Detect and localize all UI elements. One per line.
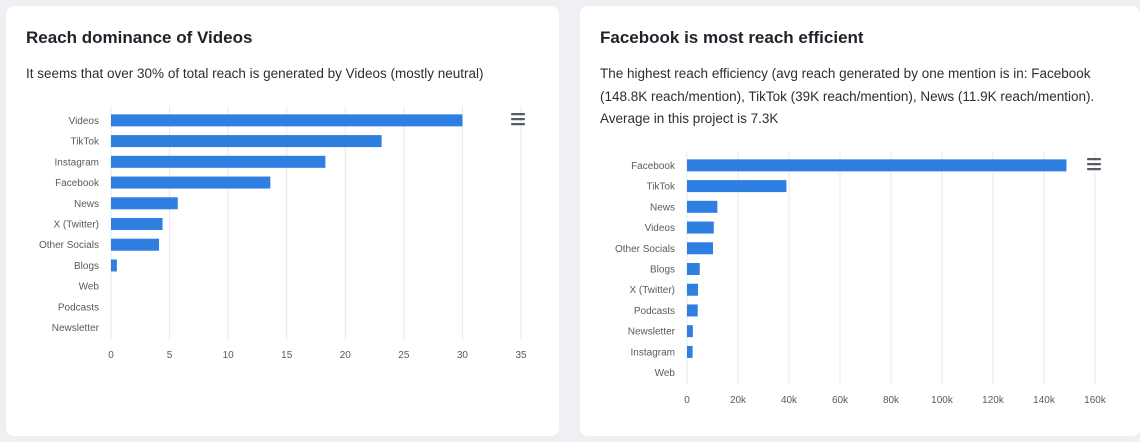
bar-blogs[interactable] xyxy=(111,259,117,272)
reach-efficiency-card: Facebook is most reach efficient The hig… xyxy=(580,6,1140,436)
x-tick-label: 35 xyxy=(515,350,527,361)
category-label: Web xyxy=(79,282,100,293)
category-label: Newsletter xyxy=(628,327,676,338)
category-label: TikTok xyxy=(70,137,100,148)
x-tick-label: 0 xyxy=(108,350,114,361)
reach-dominance-card: Reach dominance of Videos It seems that … xyxy=(6,6,559,436)
x-tick-label: 80k xyxy=(883,395,900,406)
card-title: Facebook is most reach efficient xyxy=(600,28,864,47)
category-label: Instagram xyxy=(631,347,675,358)
hamburger-menu-icon[interactable] xyxy=(1087,158,1101,171)
x-tick-label: 120k xyxy=(982,395,1005,406)
x-tick-label: 60k xyxy=(832,395,849,406)
card-description: The highest reach efficiency (avg reach … xyxy=(600,66,1095,126)
reach-dominance-bar-chart: 0 5 10 15 20 25 30 35 Videos TikTok Instagram Faceb… xyxy=(39,106,527,361)
bar-instagram[interactable] xyxy=(111,155,326,168)
x-tick-label: 160k xyxy=(1084,395,1107,406)
bar-videos[interactable] xyxy=(687,221,714,234)
x-tick-label: 20 xyxy=(340,350,352,361)
x-tick-label: 5 xyxy=(167,350,173,361)
bar-other-socials[interactable] xyxy=(111,238,160,251)
category-label: X (Twitter) xyxy=(53,220,99,231)
x-tick-label: 25 xyxy=(398,350,410,361)
bar-instagram[interactable] xyxy=(687,345,693,358)
bar-facebook[interactable] xyxy=(111,176,271,189)
bar-x-twitter[interactable] xyxy=(687,283,698,296)
hamburger-menu-icon[interactable] xyxy=(511,113,525,126)
bar-blogs[interactable] xyxy=(687,263,700,275)
category-label: Other Socials xyxy=(615,244,675,255)
bar-podcasts[interactable] xyxy=(687,304,698,317)
x-tick-label: 40k xyxy=(781,395,798,406)
category-label: News xyxy=(74,199,99,210)
category-label: Facebook xyxy=(631,161,676,172)
x-tick-label: 30 xyxy=(457,350,469,361)
category-label: Blogs xyxy=(74,261,99,272)
category-label: Videos xyxy=(69,116,99,127)
category-label: Other Socials xyxy=(39,240,99,251)
bar-tiktok[interactable] xyxy=(111,135,382,148)
x-tick-label: 140k xyxy=(1033,395,1056,406)
card-description: It seems that over 30% of total reach is… xyxy=(26,66,484,81)
category-label: X (Twitter) xyxy=(629,285,675,296)
category-label: Web xyxy=(655,368,676,379)
bar-facebook[interactable] xyxy=(687,159,1067,172)
card-title: Reach dominance of Videos xyxy=(26,28,253,47)
bar-videos[interactable] xyxy=(111,114,463,127)
category-label: Instagram xyxy=(55,157,99,168)
bar-x-twitter[interactable] xyxy=(111,218,163,230)
category-label: TikTok xyxy=(646,182,676,193)
x-tick-label: 10 xyxy=(223,350,235,361)
reach-efficiency-bar-chart: 0 20k 40k 60k 80k 100k 120k 140k 160k Facebook Tik… xyxy=(615,151,1107,406)
category-label: Blogs xyxy=(650,265,675,276)
bar-news[interactable] xyxy=(111,197,178,210)
x-tick-label: 0 xyxy=(684,395,690,406)
bar-tiktok[interactable] xyxy=(687,180,787,193)
bar-newsletter[interactable] xyxy=(687,325,693,338)
category-label: Newsletter xyxy=(52,323,100,334)
category-label: Facebook xyxy=(55,178,100,189)
category-label: Videos xyxy=(645,223,675,234)
category-label: Podcasts xyxy=(634,306,675,317)
category-label: Podcasts xyxy=(58,302,99,313)
x-tick-label: 15 xyxy=(281,350,293,361)
category-label: News xyxy=(650,202,675,213)
x-tick-label: 20k xyxy=(730,395,747,406)
bar-other-socials[interactable] xyxy=(687,242,714,255)
bar-news[interactable] xyxy=(687,200,718,213)
x-tick-label: 100k xyxy=(931,395,954,406)
